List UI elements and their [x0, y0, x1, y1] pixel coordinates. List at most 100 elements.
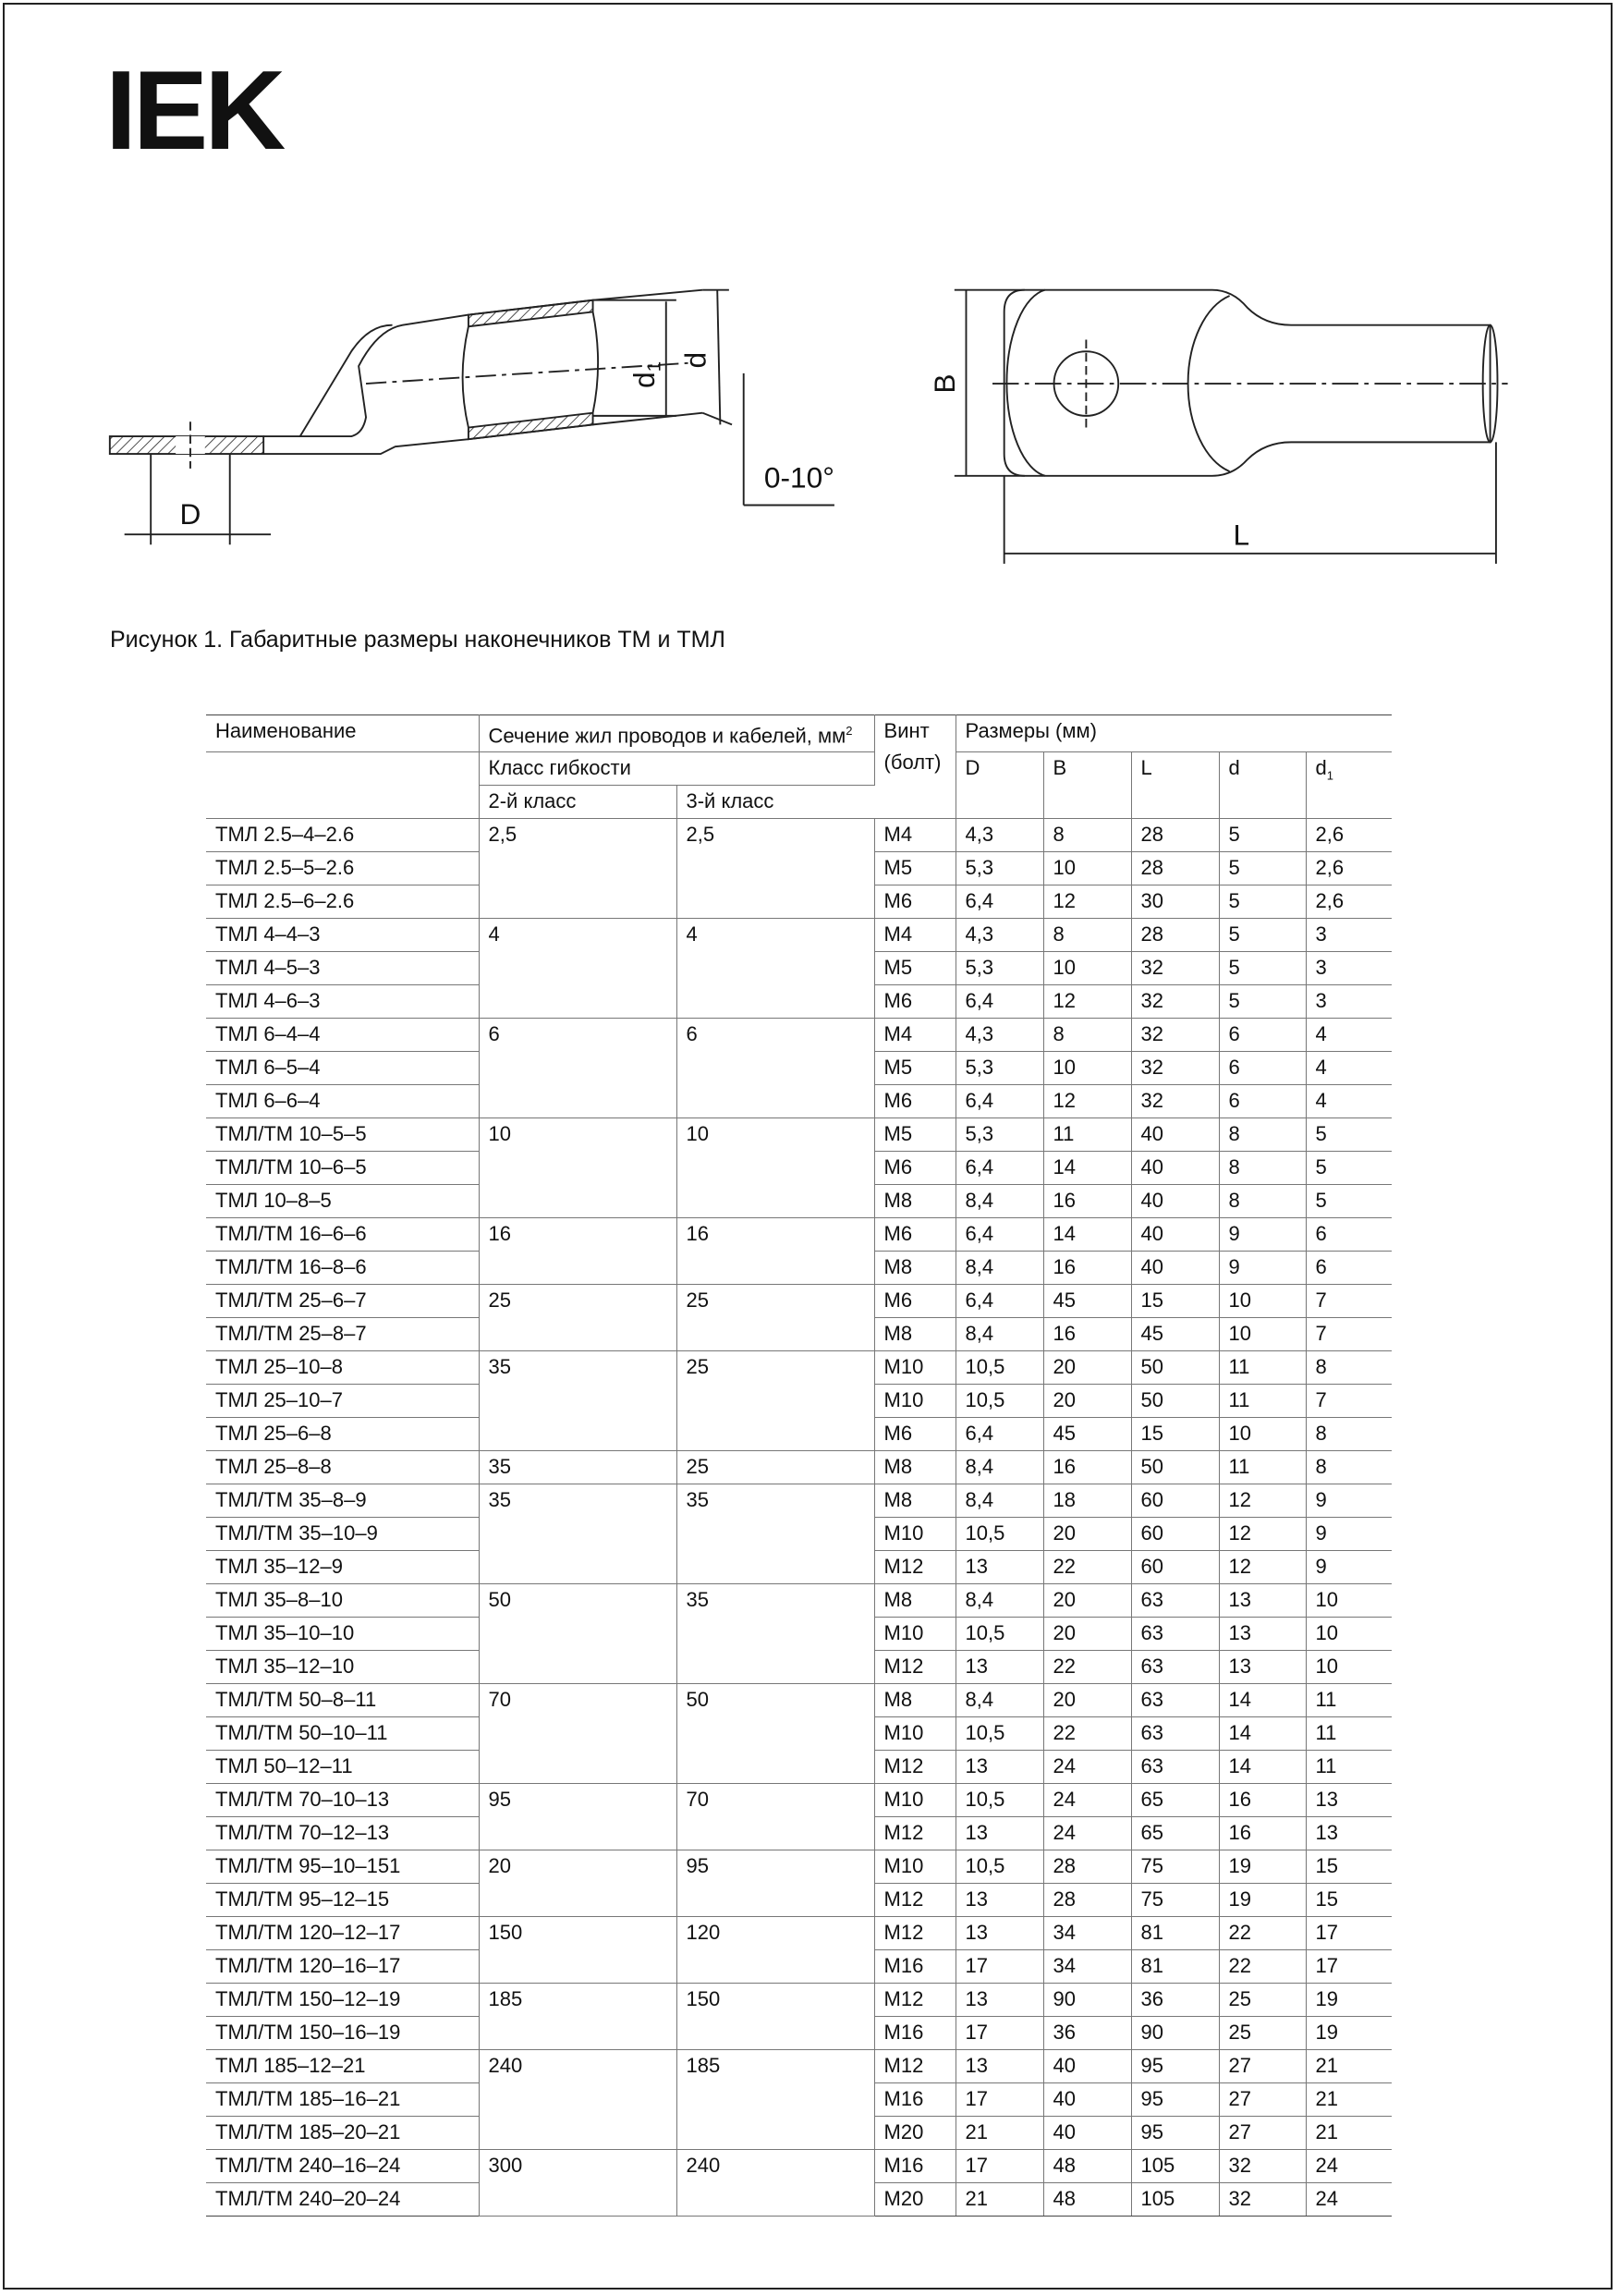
- value-cell: 81: [1131, 1916, 1220, 1951]
- table-row: ТМЛ 4–4–3 4 4 М4 4,3 8 28 5 3: [206, 918, 1393, 1020]
- class3-cell: 35: [676, 1484, 875, 1585]
- value-cell: 32: [1131, 1018, 1220, 1053]
- value-cell: 4: [1306, 1018, 1393, 1053]
- value-cell: 13: [956, 1916, 1044, 1951]
- header-row: 2-й класс 3-й класс: [206, 785, 1392, 820]
- class2-cell: 6: [479, 1018, 677, 1119]
- value-cell: 2,6: [1306, 885, 1393, 920]
- value-cell: 10: [1043, 951, 1132, 986]
- value-cell: 11: [1043, 1117, 1132, 1153]
- value-cell: 8,4: [956, 1184, 1044, 1219]
- name-cell: ТМЛ 35–10–10: [206, 1617, 480, 1652]
- value-cell: 16: [1043, 1317, 1132, 1352]
- value-cell: 17: [956, 1949, 1044, 1985]
- value-cell: 14: [1219, 1716, 1307, 1752]
- class2-cell: 185: [479, 1983, 677, 2051]
- value-cell: 5: [1219, 984, 1307, 1020]
- value-cell: 5: [1219, 951, 1307, 986]
- value-cell: М10: [874, 1517, 956, 1552]
- value-cell: 11: [1219, 1384, 1307, 1419]
- value-cell: М12: [874, 1650, 956, 1685]
- value-cell: 13: [1219, 1583, 1307, 1618]
- class2-cell: 150: [479, 1916, 677, 1985]
- value-cell: 63: [1131, 1617, 1220, 1652]
- header-cell: D: [956, 751, 1044, 820]
- value-cell: 13: [1219, 1617, 1307, 1652]
- table-row: ТМЛ/ТМ 185–16–21 М16 17 40 95 27 21: [206, 2082, 1393, 2118]
- name-cell: ТМЛ 25–10–7: [206, 1384, 480, 1419]
- value-cell: 7: [1306, 1317, 1393, 1352]
- table-row: ТМЛ 25–10–8 35 25 М10 10,5 20 50 11 8: [206, 1350, 1393, 1452]
- table-row: ТМЛ 35–12–9 М12 13 22 60 12 9: [206, 1550, 1393, 1585]
- value-cell: 11: [1219, 1350, 1307, 1386]
- value-cell: 4,3: [956, 918, 1044, 953]
- table-row: ТМЛ 25–8–8 35 25 М8 8,4 16 50 11 8: [206, 1450, 1393, 1485]
- label-d: d: [679, 352, 712, 369]
- table-row: ТМЛ/ТМ 240–20–24 М20 21 48 105 32 24: [206, 2182, 1393, 2217]
- value-cell: 14: [1219, 1683, 1307, 1718]
- name-cell: ТМЛ/ТМ 10–5–5: [206, 1117, 480, 1153]
- value-cell: 8: [1043, 918, 1132, 953]
- value-cell: 50: [1131, 1350, 1220, 1386]
- table-row: ТМЛ/ТМ 70–12–13 М12 13 24 65 16 13: [206, 1816, 1393, 1851]
- value-cell: 34: [1043, 1916, 1132, 1951]
- value-cell: 32: [1131, 984, 1220, 1020]
- value-cell: 12: [1219, 1517, 1307, 1552]
- value-cell: М12: [874, 1883, 956, 1918]
- value-cell: 12: [1219, 1484, 1307, 1519]
- value-cell: 16: [1043, 1251, 1132, 1286]
- value-cell: 12: [1043, 1084, 1132, 1119]
- value-cell: 8: [1219, 1151, 1307, 1186]
- table-row: ТМЛ/ТМ 50–10–11 М10 10,5 22 63 14 11: [206, 1716, 1393, 1752]
- value-cell: 8: [1219, 1117, 1307, 1153]
- class3-cell: 25: [676, 1284, 875, 1352]
- value-cell: 21: [1306, 2049, 1393, 2084]
- name-cell: ТМЛ/ТМ 16–8–6: [206, 1251, 480, 1286]
- figure-caption: Рисунок 1. Габаритные размеры наконечник…: [110, 627, 725, 653]
- table-row: ТМЛ/ТМ 150–12–19 185 150 М12 13 90 36 25 19: [206, 1983, 1393, 2051]
- value-cell: 32: [1131, 1084, 1220, 1119]
- value-cell: 19: [1219, 1883, 1307, 1918]
- value-cell: 12: [1043, 984, 1132, 1020]
- value-cell: 50: [1131, 1384, 1220, 1419]
- value-cell: 30: [1131, 885, 1220, 920]
- value-cell: М16: [874, 2149, 956, 2184]
- class3-cell: 2,5: [676, 818, 875, 920]
- value-cell: М8: [874, 1683, 956, 1718]
- value-cell: М8: [874, 1317, 956, 1352]
- value-cell: 27: [1219, 2116, 1307, 2151]
- value-cell: 7: [1306, 1384, 1393, 1419]
- value-cell: 6: [1306, 1217, 1393, 1252]
- value-cell: 8: [1043, 1018, 1132, 1053]
- value-cell: М6: [874, 885, 956, 920]
- value-cell: 90: [1043, 1983, 1132, 2018]
- value-cell: 9: [1219, 1217, 1307, 1252]
- value-cell: М5: [874, 1117, 956, 1153]
- name-cell: ТМЛ 35–12–10: [206, 1650, 480, 1685]
- value-cell: 5: [1219, 851, 1307, 886]
- value-cell: М6: [874, 1417, 956, 1452]
- value-cell: М10: [874, 1716, 956, 1752]
- table-row: ТМЛ/ТМ 35–8–9 35 35 М8 8,4 18 60 12 9: [206, 1484, 1393, 1585]
- table-body: Наименование Сечение жил проводов и кабе…: [206, 714, 1393, 2217]
- value-cell: М4: [874, 1018, 956, 1053]
- value-cell: 6,4: [956, 1084, 1044, 1119]
- table-row: ТМЛ 2.5–6–2.6 М6 6,4 12 30 5 2,6: [206, 885, 1393, 920]
- value-cell: 8,4: [956, 1251, 1044, 1286]
- value-cell: 6,4: [956, 1151, 1044, 1186]
- value-cell: 40: [1043, 2116, 1132, 2151]
- value-cell: 90: [1131, 2016, 1220, 2051]
- value-cell: 17: [1306, 1916, 1393, 1951]
- label-B: B: [928, 373, 961, 393]
- table-row: ТМЛ 35–10–10 М10 10,5 20 63 13 10: [206, 1617, 1393, 1652]
- name-cell: ТМЛ/ТМ 95–12–15: [206, 1883, 480, 1918]
- value-cell: 48: [1043, 2149, 1132, 2184]
- value-cell: 3: [1306, 918, 1393, 953]
- value-cell: 17: [956, 2149, 1044, 2184]
- table-row: ТМЛ 10–8–5 М8 8,4 16 40 8 5: [206, 1184, 1393, 1219]
- table-row: ТМЛ/ТМ 185–20–21 М20 21 40 95 27 21: [206, 2116, 1393, 2151]
- table-row: ТМЛ/ТМ 16–8–6 М8 8,4 16 40 9 6: [206, 1251, 1393, 1286]
- value-cell: 6: [1219, 1051, 1307, 1086]
- value-cell: 95: [1131, 2116, 1220, 2151]
- value-cell: 32: [1131, 951, 1220, 986]
